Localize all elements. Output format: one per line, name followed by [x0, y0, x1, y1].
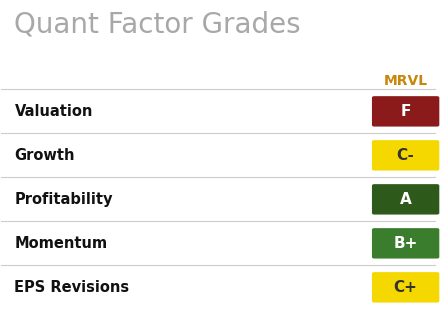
Text: EPS Revisions: EPS Revisions: [15, 280, 129, 295]
Text: Profitability: Profitability: [15, 192, 113, 207]
FancyBboxPatch shape: [372, 96, 439, 126]
FancyBboxPatch shape: [372, 272, 439, 302]
FancyBboxPatch shape: [372, 140, 439, 171]
FancyBboxPatch shape: [372, 228, 439, 259]
Text: Quant Factor Grades: Quant Factor Grades: [15, 11, 301, 39]
Text: B+: B+: [393, 236, 418, 251]
FancyBboxPatch shape: [372, 184, 439, 215]
Text: Growth: Growth: [15, 148, 75, 163]
Text: MRVL: MRVL: [384, 74, 428, 88]
Text: A: A: [400, 192, 411, 207]
Text: Momentum: Momentum: [15, 236, 107, 251]
Text: F: F: [400, 104, 411, 119]
Text: C+: C+: [394, 280, 418, 295]
Text: Valuation: Valuation: [15, 104, 93, 119]
Text: C-: C-: [397, 148, 414, 163]
